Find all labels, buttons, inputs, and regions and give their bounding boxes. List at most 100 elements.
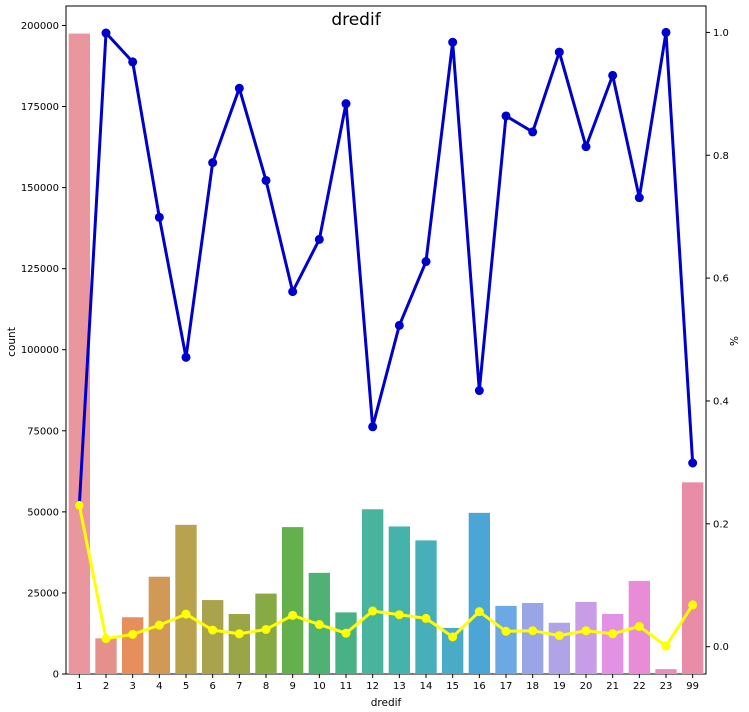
- point-blue-12: [368, 422, 378, 432]
- x-tick-label-9: 9: [289, 681, 295, 692]
- point-blue-20: [581, 142, 591, 152]
- point-yellow-7: [234, 629, 244, 639]
- bar-12: [362, 509, 384, 674]
- bar-23: [655, 669, 677, 674]
- point-blue-23: [661, 27, 671, 37]
- y-tick-label-100000: 100000: [21, 345, 59, 356]
- point-yellow-14: [421, 613, 431, 623]
- bar-14: [415, 540, 437, 674]
- point-blue-14: [421, 257, 431, 267]
- point-blue-13: [394, 320, 404, 330]
- point-yellow-19: [554, 631, 564, 641]
- x-tick-label-13: 13: [393, 681, 406, 692]
- x-tick-label-10: 10: [313, 681, 326, 692]
- y-tick-label-175000: 175000: [21, 102, 59, 113]
- point-yellow-5: [181, 609, 191, 619]
- x-tick-label-15: 15: [446, 681, 459, 692]
- point-yellow-12: [368, 606, 378, 616]
- bar-7: [228, 614, 250, 674]
- axes-layer: 0 25000 50000 75000 100000 125000 150000 175000…: [21, 21, 729, 692]
- point-blue-7: [234, 83, 244, 93]
- bar-19: [548, 622, 570, 674]
- point-blue-9: [288, 287, 298, 297]
- bar-20: [575, 602, 597, 674]
- x-tick-label-22: 22: [633, 681, 646, 692]
- bar-17: [495, 605, 517, 674]
- x-tick-label-2: 2: [103, 681, 109, 692]
- point-yellow-9: [288, 610, 298, 620]
- point-yellow-21: [608, 629, 618, 639]
- point-blue-11: [341, 99, 351, 109]
- plot-frame: [65, 5, 707, 675]
- bar-11: [335, 612, 357, 674]
- y2-axis-label: %: [729, 336, 741, 346]
- point-yellow-11: [341, 628, 351, 638]
- bar-5: [175, 524, 197, 674]
- point-yellow-16: [474, 607, 484, 617]
- x-tick-label-8: 8: [263, 681, 269, 692]
- x-tick-label-6: 6: [209, 681, 215, 692]
- y2-tick-label-0.8: 0.8: [713, 151, 729, 162]
- x-tick-label-7: 7: [236, 681, 242, 692]
- y-tick-label-75000: 75000: [27, 426, 59, 437]
- x-tick-label-18: 18: [526, 681, 539, 692]
- x-tick-label-3: 3: [129, 681, 135, 692]
- bar-15: [442, 627, 464, 674]
- x-tick-label-17: 17: [500, 681, 513, 692]
- x-tick-label-16: 16: [473, 681, 486, 692]
- y2-tick-label-0.4: 0.4: [713, 396, 729, 407]
- series-line-blue: [77, 30, 695, 506]
- y2-tick-label-1: 1.0: [713, 28, 729, 39]
- point-blue-8: [261, 175, 271, 185]
- point-yellow-10: [314, 620, 324, 630]
- point-blue-22: [634, 193, 644, 203]
- y-tick-label-0: 0: [53, 670, 59, 681]
- point-yellow-22: [634, 621, 644, 631]
- point-blue-10: [314, 234, 324, 244]
- x-axis-label: dredif: [371, 697, 402, 709]
- point-yellow-1: [74, 500, 84, 510]
- point-blue-15: [448, 37, 458, 47]
- point-blue-6: [208, 158, 218, 168]
- bar-6: [202, 600, 224, 674]
- point-yellow-15: [448, 632, 458, 642]
- point-blue-16: [474, 386, 484, 396]
- x-tick-label-19: 19: [553, 681, 566, 692]
- point-blue-18: [528, 127, 538, 137]
- bar-9: [282, 527, 304, 674]
- point-blue-3: [128, 57, 138, 67]
- point-yellow-20: [581, 626, 591, 636]
- point-yellow-23: [661, 641, 671, 651]
- bar-13: [388, 526, 410, 674]
- y-tick-label-150000: 150000: [21, 183, 59, 194]
- bar-3: [122, 617, 144, 674]
- point-yellow-4: [154, 620, 164, 630]
- x-tick-label-20: 20: [580, 681, 593, 692]
- bars-layer: [68, 33, 704, 675]
- point-yellow-2: [101, 634, 111, 644]
- y-tick-label-25000: 25000: [27, 588, 59, 599]
- point-yellow-8: [261, 624, 271, 634]
- point-blue-99: [688, 458, 698, 468]
- lines-layer: [74, 27, 698, 651]
- x-tick-label-11: 11: [340, 681, 353, 692]
- y2-tick-label-0.6: 0.6: [713, 274, 729, 285]
- point-yellow-3: [128, 629, 138, 639]
- point-yellow-6: [208, 625, 218, 635]
- bar-1: [68, 33, 90, 675]
- point-blue-2: [101, 28, 111, 38]
- bar-16: [468, 512, 490, 674]
- x-tick-label-12: 12: [366, 681, 379, 692]
- y-tick-label-50000: 50000: [27, 507, 59, 518]
- point-yellow-18: [528, 626, 538, 636]
- point-yellow-17: [501, 626, 511, 636]
- point-blue-19: [554, 47, 564, 57]
- x-tick-label-5: 5: [183, 681, 189, 692]
- point-blue-21: [608, 70, 618, 80]
- x-tick-label-23: 23: [660, 681, 673, 692]
- bar-18: [522, 602, 544, 674]
- point-blue-17: [501, 111, 511, 121]
- x-tick-label-21: 21: [606, 681, 619, 692]
- chart-title: dredif: [331, 10, 381, 30]
